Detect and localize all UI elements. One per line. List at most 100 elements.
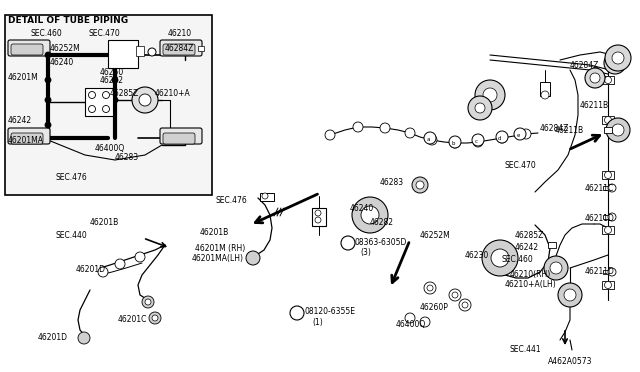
Text: 46282: 46282 — [100, 76, 124, 84]
Circle shape — [262, 193, 268, 199]
Text: 46210+A(LH): 46210+A(LH) — [505, 280, 557, 289]
Circle shape — [472, 134, 484, 146]
Text: SEC.470: SEC.470 — [88, 29, 120, 38]
Text: 46211C: 46211C — [585, 183, 614, 192]
Circle shape — [420, 317, 430, 327]
Circle shape — [496, 131, 508, 143]
FancyBboxPatch shape — [160, 128, 202, 144]
Text: SEC.440: SEC.440 — [55, 231, 87, 240]
Bar — [540, 82, 550, 96]
Text: 46242: 46242 — [515, 244, 539, 253]
Circle shape — [450, 138, 460, 148]
Circle shape — [102, 106, 109, 112]
Circle shape — [608, 268, 616, 276]
Circle shape — [459, 299, 471, 311]
Circle shape — [605, 77, 611, 83]
Text: 46252M: 46252M — [50, 44, 81, 52]
Circle shape — [315, 210, 321, 216]
Circle shape — [424, 282, 436, 294]
Circle shape — [290, 306, 304, 320]
Circle shape — [412, 177, 428, 193]
Circle shape — [550, 262, 562, 274]
Text: a: a — [426, 137, 429, 141]
Text: 46282: 46282 — [370, 218, 394, 227]
Bar — [85, 88, 113, 116]
Text: 46283: 46283 — [115, 153, 139, 161]
Text: 46252M: 46252M — [420, 231, 451, 240]
FancyBboxPatch shape — [163, 133, 195, 144]
Text: SEC.476: SEC.476 — [216, 196, 248, 205]
Circle shape — [608, 213, 616, 221]
Bar — [603, 270, 609, 274]
Text: SEC.441: SEC.441 — [510, 346, 541, 355]
Circle shape — [604, 52, 626, 74]
Text: 46240: 46240 — [50, 58, 74, 67]
Circle shape — [380, 123, 390, 133]
Circle shape — [361, 206, 379, 224]
Circle shape — [424, 132, 436, 144]
Circle shape — [605, 227, 611, 234]
Circle shape — [112, 77, 118, 83]
Circle shape — [544, 256, 568, 280]
Text: 46285Z: 46285Z — [515, 231, 545, 240]
Circle shape — [475, 80, 505, 110]
Circle shape — [608, 184, 616, 192]
Circle shape — [416, 181, 424, 189]
Circle shape — [491, 249, 509, 267]
Text: 46211B: 46211B — [555, 125, 584, 135]
Text: 08120-6355E: 08120-6355E — [305, 308, 356, 317]
Text: 46210+A: 46210+A — [155, 89, 191, 97]
Text: 46210: 46210 — [168, 29, 192, 38]
Circle shape — [102, 92, 109, 99]
Circle shape — [325, 130, 335, 140]
Circle shape — [590, 73, 600, 83]
Circle shape — [405, 128, 415, 138]
Bar — [108, 40, 138, 68]
Circle shape — [605, 116, 611, 124]
Text: 46400Q: 46400Q — [95, 144, 125, 153]
Circle shape — [115, 259, 125, 269]
Circle shape — [564, 289, 576, 301]
Circle shape — [606, 118, 630, 142]
Circle shape — [88, 92, 95, 99]
Circle shape — [88, 106, 95, 112]
Circle shape — [45, 52, 51, 58]
Circle shape — [45, 122, 51, 128]
Text: (3): (3) — [360, 247, 371, 257]
Text: 46242: 46242 — [8, 115, 32, 125]
Circle shape — [98, 267, 108, 277]
Text: 46283: 46283 — [380, 177, 404, 186]
Circle shape — [149, 312, 161, 324]
Circle shape — [352, 197, 388, 233]
Text: 46285Z: 46285Z — [110, 89, 140, 97]
Circle shape — [605, 282, 611, 289]
Text: DETAIL OF TUBE PIPING: DETAIL OF TUBE PIPING — [8, 16, 128, 25]
FancyBboxPatch shape — [160, 40, 202, 56]
Circle shape — [468, 96, 492, 120]
Text: 46240: 46240 — [350, 203, 374, 212]
Bar — [602, 116, 614, 124]
Circle shape — [78, 332, 90, 344]
Bar — [602, 76, 614, 84]
Text: 46260P: 46260P — [420, 304, 449, 312]
Circle shape — [246, 251, 260, 265]
Circle shape — [427, 135, 437, 145]
Circle shape — [483, 88, 497, 102]
Circle shape — [45, 97, 51, 103]
Circle shape — [475, 103, 485, 113]
Circle shape — [45, 77, 51, 83]
Text: c: c — [474, 138, 477, 144]
Circle shape — [497, 133, 507, 143]
FancyBboxPatch shape — [8, 128, 50, 144]
Text: 46211D: 46211D — [585, 214, 615, 222]
Text: 46201MA(LH): 46201MA(LH) — [192, 253, 244, 263]
Text: 46201B: 46201B — [200, 228, 229, 237]
Text: SEC.470: SEC.470 — [505, 160, 537, 170]
Circle shape — [473, 137, 483, 147]
Bar — [548, 242, 556, 248]
Bar — [312, 208, 326, 226]
Circle shape — [612, 124, 624, 136]
Bar — [5, 15, 212, 195]
Text: 46201C: 46201C — [118, 315, 147, 324]
Text: SEC.460: SEC.460 — [502, 256, 534, 264]
